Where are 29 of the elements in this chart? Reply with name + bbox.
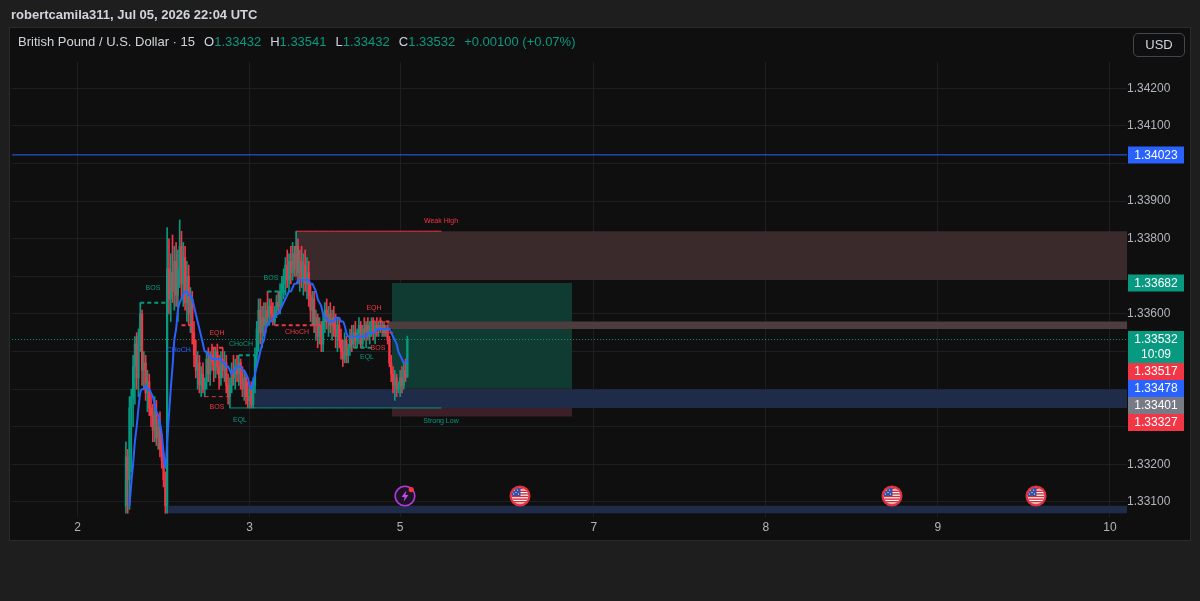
ref-line-label: 1.33532 10:09 <box>1134 332 1179 362</box>
text: USD <box>1133 33 1185 57</box>
ref-line-label: 1.34023 <box>1134 147 1179 162</box>
y-tick-label: 1.33800 <box>1126 231 1171 246</box>
text: O1.33432 <box>204 34 262 49</box>
chart-subtitle: robertcamila311, Jul 05, 2026 22:04 UTC <box>11 7 258 23</box>
chart-title: British Pound / U.S. Dollar · 15 <box>18 34 196 49</box>
text: L1.33432 <box>335 34 390 49</box>
x-tick-label: 2 <box>74 519 82 534</box>
x-tick-label: 5 <box>396 519 404 534</box>
text: H1.33541 <box>270 34 327 49</box>
text: 1.33682 <box>1134 275 1179 290</box>
x-tick-label: 8 <box>762 519 770 534</box>
y-tick-label: 1.34200 <box>1126 80 1171 95</box>
text: +0.00100 (+0.07%) <box>464 34 576 49</box>
text: C1.33532 <box>398 34 456 49</box>
x-tick-label: 3 <box>246 519 254 534</box>
x-tick-label: 10 <box>1103 519 1117 534</box>
text: 1.33478 <box>1134 381 1179 396</box>
text: 1.33327 <box>1134 415 1179 430</box>
y-tick-label: 1.34100 <box>1126 118 1171 133</box>
y-tick-label: 1.33200 <box>1126 456 1171 471</box>
y-tick-label: 1.33100 <box>1126 494 1171 509</box>
x-tick-label: 9 <box>934 519 942 534</box>
x-tick-label: 7 <box>590 519 598 534</box>
y-tick-label: 1.33900 <box>1126 193 1171 208</box>
y-tick-label: 1.33600 <box>1126 306 1171 321</box>
text: 1.33401 <box>1134 398 1179 413</box>
text: 1.33517 <box>1134 364 1179 379</box>
